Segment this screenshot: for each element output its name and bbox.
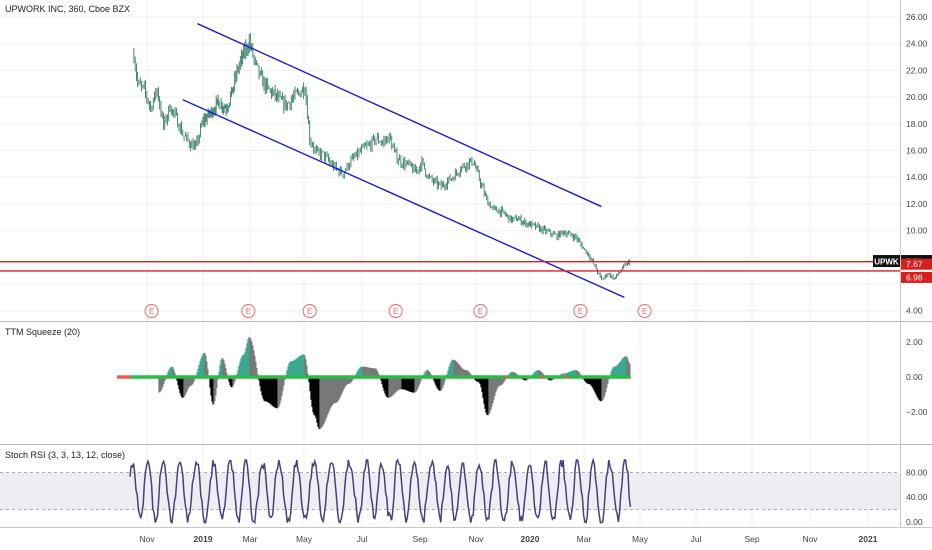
earnings-marker	[388, 304, 403, 318]
earnings-label: E	[578, 307, 583, 316]
price-tick-label: 16.00	[906, 146, 928, 156]
squeeze-dot	[504, 375, 508, 379]
earnings-label: E	[246, 307, 251, 316]
x-tick-label: May	[632, 534, 649, 544]
earnings-marker	[241, 304, 256, 318]
x-tick-label: Nov	[802, 534, 818, 544]
x-tick-label: 2020	[521, 534, 540, 544]
price-tick-label: 4.00	[906, 306, 923, 316]
x-tick-label: Jul	[691, 534, 702, 544]
earnings-marker	[573, 304, 588, 318]
channel-lower-line	[182, 99, 625, 298]
x-tick-label: May	[296, 534, 313, 544]
x-tick-label: Mar	[577, 534, 592, 544]
squeeze-title: TTM Squeeze (20)	[5, 327, 81, 337]
earnings-label: E	[642, 307, 647, 316]
earnings-label: E	[478, 307, 483, 316]
price-tick-label: 10.00	[906, 226, 928, 236]
earnings-label: E	[307, 307, 312, 316]
level-lower-label: 6.98	[906, 272, 923, 282]
x-tick-label: Nov	[468, 534, 484, 544]
grid	[0, 0, 900, 527]
earnings-marker	[144, 304, 159, 318]
ticker-badge	[873, 255, 900, 268]
price-tick-label: 26.00	[906, 12, 928, 22]
price-tick-label: 20.00	[906, 92, 928, 102]
earnings-marker	[473, 304, 488, 318]
squeeze-tick-label: 2.00	[906, 337, 923, 347]
price-tick-label: 12.00	[906, 199, 928, 209]
stoch-title: Stoch RSI (3, 3, 13, 12, close)	[5, 450, 126, 460]
x-tick-label: Jul	[357, 534, 368, 544]
stoch-tick-label: 40.00	[906, 492, 928, 502]
symbol-title: UPWORK INC, 360, Cboe BZX	[5, 4, 131, 14]
x-tick-label: Sep	[744, 534, 759, 544]
level-upper-badge	[901, 258, 932, 270]
earnings-marker	[302, 304, 317, 318]
price-tick-label: 24.00	[906, 39, 928, 49]
channel-upper-line	[197, 23, 602, 208]
earnings-label: E	[149, 307, 154, 316]
squeeze-tick-label: −2.00	[906, 407, 928, 417]
x-tick-label: Nov	[139, 534, 155, 544]
stoch-tick-label: 0.00	[906, 517, 923, 527]
x-tick-label: 2019	[194, 534, 213, 544]
candles	[133, 33, 631, 281]
price-tick-label: 18.00	[906, 119, 928, 129]
price-tick-label: 14.00	[906, 172, 928, 182]
x-tick-label: Mar	[243, 534, 258, 544]
level-upper-label: 7.67	[906, 259, 923, 269]
stoch-rsi-line	[129, 457, 632, 525]
squeeze-dot	[564, 375, 568, 379]
level-lower-badge	[901, 271, 932, 283]
x-tick-label: 2021	[859, 534, 878, 544]
squeeze-dot	[541, 375, 545, 379]
squeeze-tick-label: 0.00	[906, 372, 923, 382]
squeeze-histogram	[158, 337, 631, 430]
earnings-marker	[637, 304, 652, 318]
x-tick-label: Sep	[412, 534, 427, 544]
earnings-label: E	[393, 307, 398, 316]
stoch-tick-label: 80.00	[906, 467, 928, 477]
ticker-badge-label: UPWK	[874, 258, 899, 267]
price-tick-label: 22.00	[906, 65, 928, 75]
